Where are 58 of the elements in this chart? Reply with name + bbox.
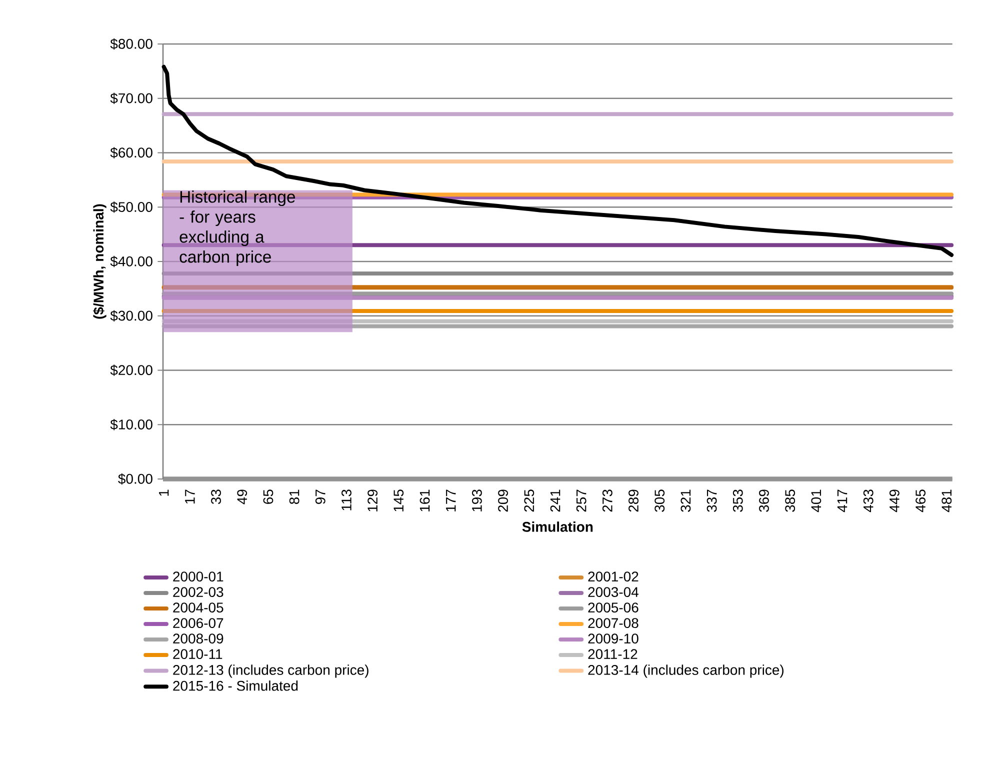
legend-label: 2001-02 [588,572,638,582]
y-tick-label: $0.00 [118,473,152,485]
legend-label: 2007-08 [588,618,638,628]
x-tick-label: 465 [916,490,926,512]
x-tick-label: 257 [576,490,586,512]
y-tick-label: $40.00 [110,256,152,268]
x-tick-label: 113 [342,490,352,510]
y-tick-label: $30.00 [110,310,152,322]
legend-label: 2015-16 - Simulated [173,680,298,691]
band-label: Historical range - for years excluding a carbon price [180,190,296,266]
x-tick-label: 145 [394,490,404,512]
y-tick-label: $50.00 [110,201,152,213]
x-tick-label: 417 [837,490,848,512]
y-tick-label: $70.00 [110,92,152,104]
x-tick-label: 161 [420,490,430,512]
legend-label: 2012-13 (includes carbon price) [173,664,368,678]
legend-label: 2000-01 [173,572,224,582]
x-tick-label: 49 [237,490,248,504]
x-tick-label: 369 [759,490,769,512]
legend-label: 2008-09 [173,634,224,644]
x-axis-title: Simulation [522,522,593,532]
x-tick-label: 209 [498,490,508,512]
x-tick-label: 289 [628,490,638,512]
x-tick-label: 481 [942,490,952,512]
legend-label: 2006-07 [173,618,224,628]
y-tick-label: $10.00 [110,418,152,430]
legend-label: 2003-04 [588,587,638,598]
legend-label: 2005-06 [588,602,638,613]
x-tick-label: 337 [706,490,717,512]
x-tick-label: 17 [185,490,195,504]
legend-label: 2002-03 [173,587,224,598]
x-tick-label: 97 [315,490,326,504]
legend-label: 2009-10 [588,634,638,644]
x-tick-label: 81 [289,490,300,504]
x-tick-label: 65 [263,490,274,504]
x-tick-label: 353 [732,490,743,512]
y-tick-label: $20.00 [110,364,152,376]
legend-label: 2004-05 [173,602,224,613]
x-tick-label: 321 [680,490,691,512]
x-tick-label: 129 [368,490,378,512]
x-tick-label: 241 [550,490,560,512]
x-tick-label: 273 [602,490,612,512]
x-tick-label: 33 [211,490,221,504]
y-axis-title: ($/MWh, nominal) [93,204,106,319]
x-tick-label: 385 [785,490,796,512]
legend-label: 2010-11 [173,649,222,660]
x-tick-label: 449 [890,490,900,512]
x-tick-label: 193 [472,490,482,512]
legend-label: 2013-14 (includes carbon price) [588,664,784,678]
x-tick-label: 1 [159,490,169,496]
x-tick-label: 305 [654,490,665,512]
x-tick-label: 225 [524,490,534,512]
legend-label: 2011-12 [588,649,638,660]
y-tick-label: $60.00 [110,147,152,158]
x-tick-label: 401 [811,490,822,512]
y-tick-label: $80.00 [110,38,152,50]
x-tick-label: 177 [446,490,456,512]
x-tick-label: 433 [863,490,874,512]
